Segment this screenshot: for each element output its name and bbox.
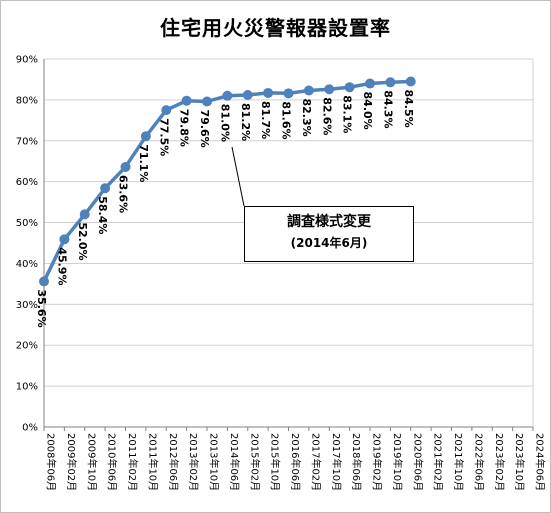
data-point <box>405 76 416 87</box>
x-tick-label: 2023年02月 <box>493 433 506 491</box>
y-tick-label: 10% <box>16 382 38 393</box>
x-tick-label: 2020年06月 <box>411 433 424 491</box>
annotation-text: 調査様式変更 <box>287 214 371 230</box>
data-label: 82.3% <box>300 98 313 136</box>
y-tick-label: 40% <box>16 259 38 270</box>
y-tick-label: 30% <box>16 300 38 311</box>
data-label: 83.1% <box>341 95 354 133</box>
x-tick-label: 2009年02月 <box>65 433 78 491</box>
data-point <box>120 161 131 172</box>
data-label: 52.0% <box>76 222 89 260</box>
data-point <box>39 276 49 287</box>
annotation-box: 調査様式変更 (2014年6月) <box>244 206 414 262</box>
data-label: 58.4% <box>96 196 109 234</box>
x-tick-label: 2012年06月 <box>167 433 180 491</box>
x-tick-label: 2021年10月 <box>452 433 465 491</box>
x-tick-label: 2015年02月 <box>248 433 261 491</box>
data-label: 81.7% <box>259 101 272 139</box>
y-tick-label: 70% <box>16 136 38 147</box>
x-tick-label: 2022年06月 <box>472 433 485 491</box>
data-label: 84.0% <box>361 92 374 130</box>
x-tick-label: 2023年10月 <box>513 433 526 491</box>
data-point <box>161 105 172 116</box>
data-label: 45.9% <box>55 247 68 285</box>
data-point <box>59 234 70 245</box>
data-label: 84.3% <box>381 90 394 128</box>
data-point <box>385 77 396 88</box>
x-tick-label: 2010年06月 <box>106 433 119 491</box>
data-point <box>283 88 294 99</box>
data-label: 82.6% <box>320 97 333 135</box>
data-label: 71.1% <box>137 144 150 182</box>
x-tick-label: 2016年06月 <box>289 433 302 491</box>
data-label: 81.0% <box>218 104 231 142</box>
x-tick-label: 2015年10月 <box>269 433 282 491</box>
data-point <box>79 209 90 220</box>
y-tick-label: 20% <box>16 341 38 352</box>
x-tick-label: 2013年02月 <box>187 433 200 491</box>
chart-title: 住宅用火災警報器設置率 <box>160 16 391 40</box>
data-label: 79.6% <box>198 110 211 148</box>
x-tick-label: 2011年10月 <box>146 433 159 491</box>
data-label: 35.6% <box>35 289 48 327</box>
data-point <box>344 82 355 93</box>
data-point <box>202 96 212 107</box>
data-point <box>365 78 375 89</box>
data-point <box>100 183 111 194</box>
y-tick-label: 60% <box>16 177 38 188</box>
data-label: 81.6% <box>280 101 293 139</box>
data-label: 77.5% <box>157 118 170 156</box>
data-label: 79.8% <box>178 109 191 147</box>
x-tick-label: 2024年06月 <box>534 433 547 491</box>
data-point <box>242 89 253 100</box>
x-tick-label: 2009年10月 <box>85 433 98 491</box>
data-point <box>303 85 314 96</box>
data-point <box>140 131 151 142</box>
x-tick-label: 2011年02月 <box>126 433 139 491</box>
data-label: 81.2% <box>239 103 252 141</box>
y-tick-label: 50% <box>16 218 38 229</box>
x-tick-label: 2018年06月 <box>350 433 363 491</box>
data-label: 84.5% <box>402 89 415 127</box>
y-tick-label: 90% <box>16 55 38 66</box>
y-tick-label: 80% <box>16 95 38 106</box>
data-point <box>324 84 335 95</box>
annotation-date: (2014年6月) <box>290 236 368 250</box>
data-label: 63.6% <box>117 175 130 213</box>
x-tick-label: 2019年02月 <box>371 433 384 491</box>
x-tick-label: 2021年02月 <box>432 433 445 491</box>
x-tick-label: 2014年06月 <box>228 433 241 491</box>
data-point <box>222 90 233 101</box>
annotation-leader-line <box>231 146 245 207</box>
x-tick-label: 2013年10月 <box>208 433 221 491</box>
x-tick-label: 2008年06月 <box>45 433 58 491</box>
x-tick-label: 2019年10月 <box>391 433 404 491</box>
x-tick-label: 2017年02月 <box>309 433 322 491</box>
x-tick-label: 2017年10月 <box>330 433 343 491</box>
data-point <box>181 95 192 106</box>
data-point <box>263 87 274 98</box>
y-tick-label: 0% <box>22 423 38 434</box>
